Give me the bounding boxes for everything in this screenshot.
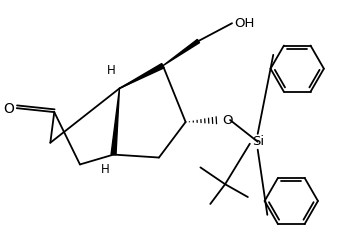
Text: H: H (107, 64, 116, 77)
Text: H: H (101, 163, 110, 176)
Polygon shape (163, 39, 200, 66)
Polygon shape (111, 88, 119, 155)
Text: Si: Si (252, 135, 264, 148)
Text: OH: OH (234, 17, 254, 30)
Text: O: O (3, 102, 14, 116)
Polygon shape (119, 63, 164, 88)
Text: O: O (222, 113, 233, 127)
